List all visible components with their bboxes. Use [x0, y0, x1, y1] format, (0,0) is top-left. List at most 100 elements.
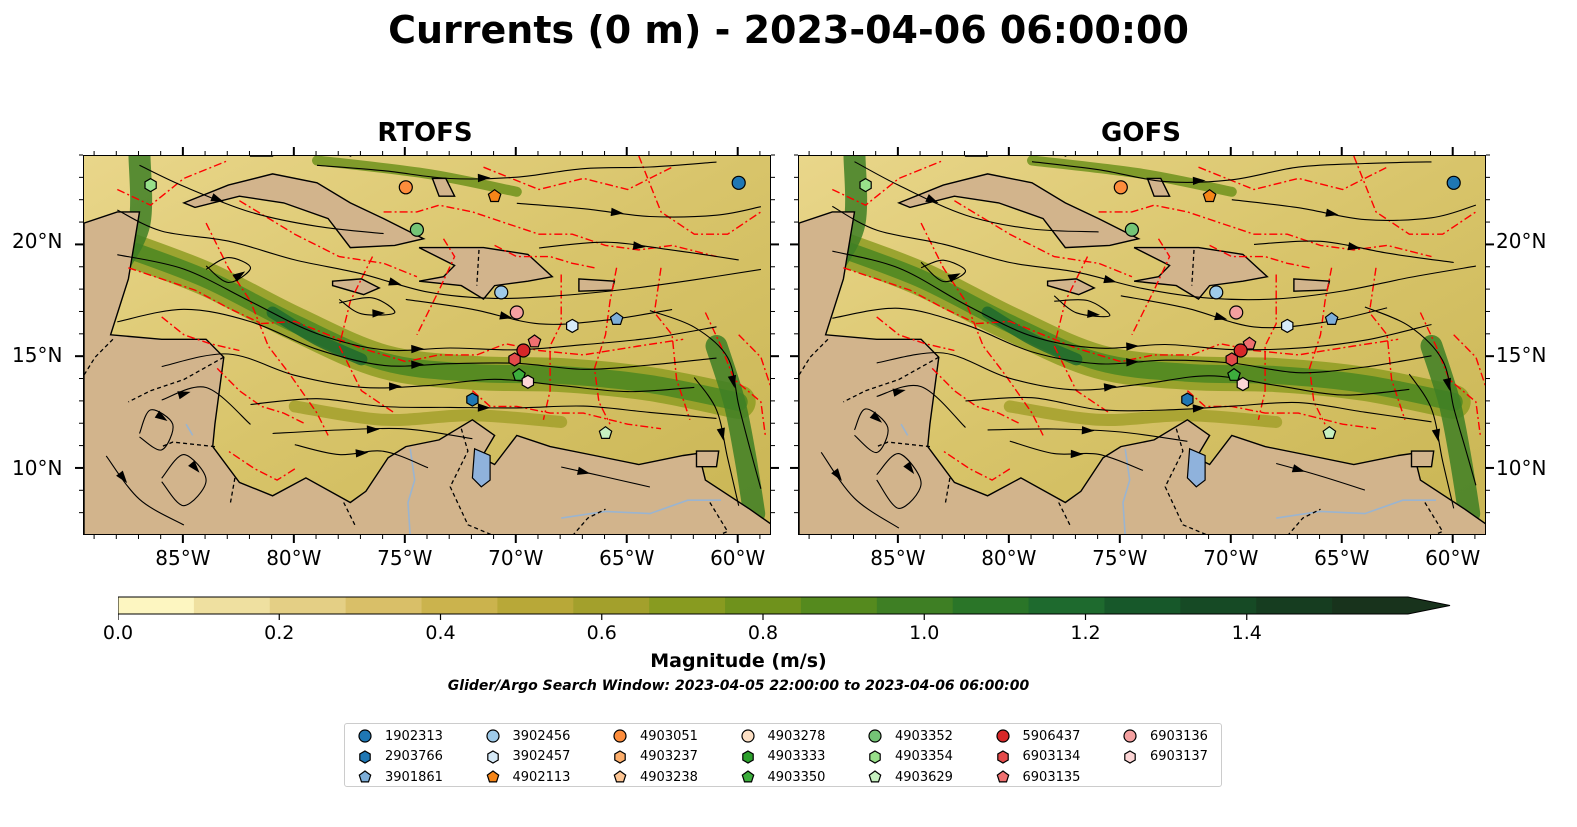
- streamline-arrow: [389, 382, 402, 391]
- legend-item-3902457: 3902457: [485, 748, 571, 766]
- colorbar: [118, 596, 1451, 620]
- streamline-arrow: [1347, 242, 1361, 251]
- float-marker-4903051: [398, 180, 413, 195]
- country-border: [161, 441, 215, 448]
- colorbar-tick-label: 1.0: [909, 622, 940, 644]
- legend-label: 5906437: [1022, 728, 1081, 744]
- colorbar-segment: [1332, 597, 1409, 614]
- country-border: [1164, 428, 1207, 534]
- eez-boundary: [832, 159, 944, 207]
- float-marker-1902313: [1446, 175, 1461, 190]
- eez-boundary: [216, 367, 307, 425]
- legend-label: 6903135: [1022, 769, 1081, 785]
- x-tick-label-rtofs-5: 60°W: [710, 546, 766, 570]
- legend-marker-6903134: [996, 749, 1009, 764]
- eez-boundary: [931, 367, 1022, 425]
- rtofs-map: [83, 155, 771, 535]
- lake-maracaibo: [1186, 447, 1206, 488]
- country-border: [1191, 249, 1195, 286]
- colorbar-segment: [800, 597, 878, 614]
- current-speed-band: [823, 236, 1463, 411]
- streamline-arrow: [716, 427, 725, 441]
- current-speed-band: [1003, 400, 1283, 428]
- legend-label: 4903333: [767, 749, 826, 764]
- float-marker-6903135: [527, 334, 542, 348]
- float-marker-6903136: [1229, 305, 1244, 320]
- streamline-arrow: [1103, 275, 1117, 284]
- legend-item-4903237: 4903237: [612, 748, 698, 766]
- land-polygon: [418, 246, 554, 301]
- current-speed-band: [705, 335, 766, 525]
- float-marker-3902456: [1209, 285, 1224, 300]
- eez-boundary: [1209, 244, 1310, 269]
- eez-boundary: [338, 256, 396, 414]
- streamline: [516, 202, 762, 218]
- eez-boundary: [1419, 312, 1481, 436]
- streamline: [920, 259, 967, 283]
- streamline-arrow: [177, 391, 191, 400]
- eez-boundary: [161, 316, 240, 352]
- legend-item-4903333: 4903333: [740, 748, 826, 766]
- streamline: [205, 257, 252, 284]
- colorbar-tick-label: 0.6: [586, 622, 617, 644]
- streamline: [405, 298, 673, 325]
- x-tick-label-gofs-5: 60°W: [1425, 546, 1481, 570]
- eez-boundary: [383, 204, 717, 258]
- legend-label: 6903136: [1150, 728, 1208, 744]
- y-tick-left-1: 15°N: [12, 343, 63, 367]
- lake-maracaibo: [471, 447, 491, 488]
- eez-boundary: [1368, 267, 1406, 421]
- streamline: [853, 408, 889, 454]
- streamline: [1276, 462, 1366, 491]
- streamline-arrow: [1431, 428, 1440, 442]
- streamline-arrow: [411, 344, 424, 354]
- colorbar-segment: [725, 597, 802, 614]
- country-border: [84, 338, 114, 376]
- legend-item-4903350: 4903350: [740, 768, 825, 786]
- x-tick-label-rtofs-4: 65°W: [599, 546, 655, 570]
- legend-label: 4902113: [512, 769, 571, 785]
- legend-marker-2903766: [359, 749, 371, 764]
- streamline-arrow: [947, 273, 961, 283]
- legend-item-4903629: 4903629: [867, 768, 953, 786]
- legend-label: 4903237: [640, 749, 698, 764]
- legend-item-4903051: 4903051: [612, 727, 698, 745]
- country-border: [1288, 508, 1321, 534]
- eez-boundary: [1186, 390, 1377, 430]
- streamline-arrow: [892, 388, 906, 397]
- legend-label: 6903137: [1150, 749, 1208, 764]
- eez-boundary: [1131, 238, 1171, 336]
- legend-item-4903238: 4903238: [612, 768, 698, 786]
- float-marker-1902313: [731, 175, 746, 190]
- legend-label: 3902457: [512, 749, 571, 764]
- float-marker-3901861: [1324, 311, 1339, 325]
- eez-boundary: [239, 200, 418, 278]
- eez-boundary: [1353, 156, 1477, 235]
- streamline: [338, 297, 396, 316]
- legend-marker-3901861: [358, 770, 372, 783]
- legend-marker-4903051: [613, 729, 627, 743]
- legend-label: 4903278: [767, 728, 826, 744]
- legend-label: 1902313: [385, 728, 443, 744]
- legend-label: 4903051: [640, 728, 698, 744]
- float-marker-4902113: [1202, 188, 1217, 203]
- legend-label: 6903134: [1022, 749, 1081, 764]
- river-line: [185, 423, 194, 436]
- legend-label: 2903766: [385, 749, 443, 764]
- float-marker-6903134: [1225, 352, 1238, 367]
- colorbar-segment: [1104, 597, 1181, 614]
- float-marker-3902456: [494, 285, 509, 300]
- land-polygon: [331, 278, 381, 296]
- float-marker-4903352: [1124, 222, 1140, 237]
- float-marker-4903051: [1113, 180, 1128, 195]
- river-line: [407, 448, 416, 534]
- float-marker-4903352: [409, 222, 425, 237]
- float-marker-6903136: [509, 305, 524, 320]
- country-border: [128, 356, 225, 403]
- streamline-arrow: [477, 173, 491, 183]
- streamline-arrow: [477, 403, 491, 412]
- current-speed-band: [1027, 156, 1237, 197]
- eez-boundary: [1257, 274, 1277, 420]
- streamline: [854, 161, 1099, 233]
- search-window-text: Glider/Argo Search Window: 2023-04-05 22…: [447, 678, 1030, 694]
